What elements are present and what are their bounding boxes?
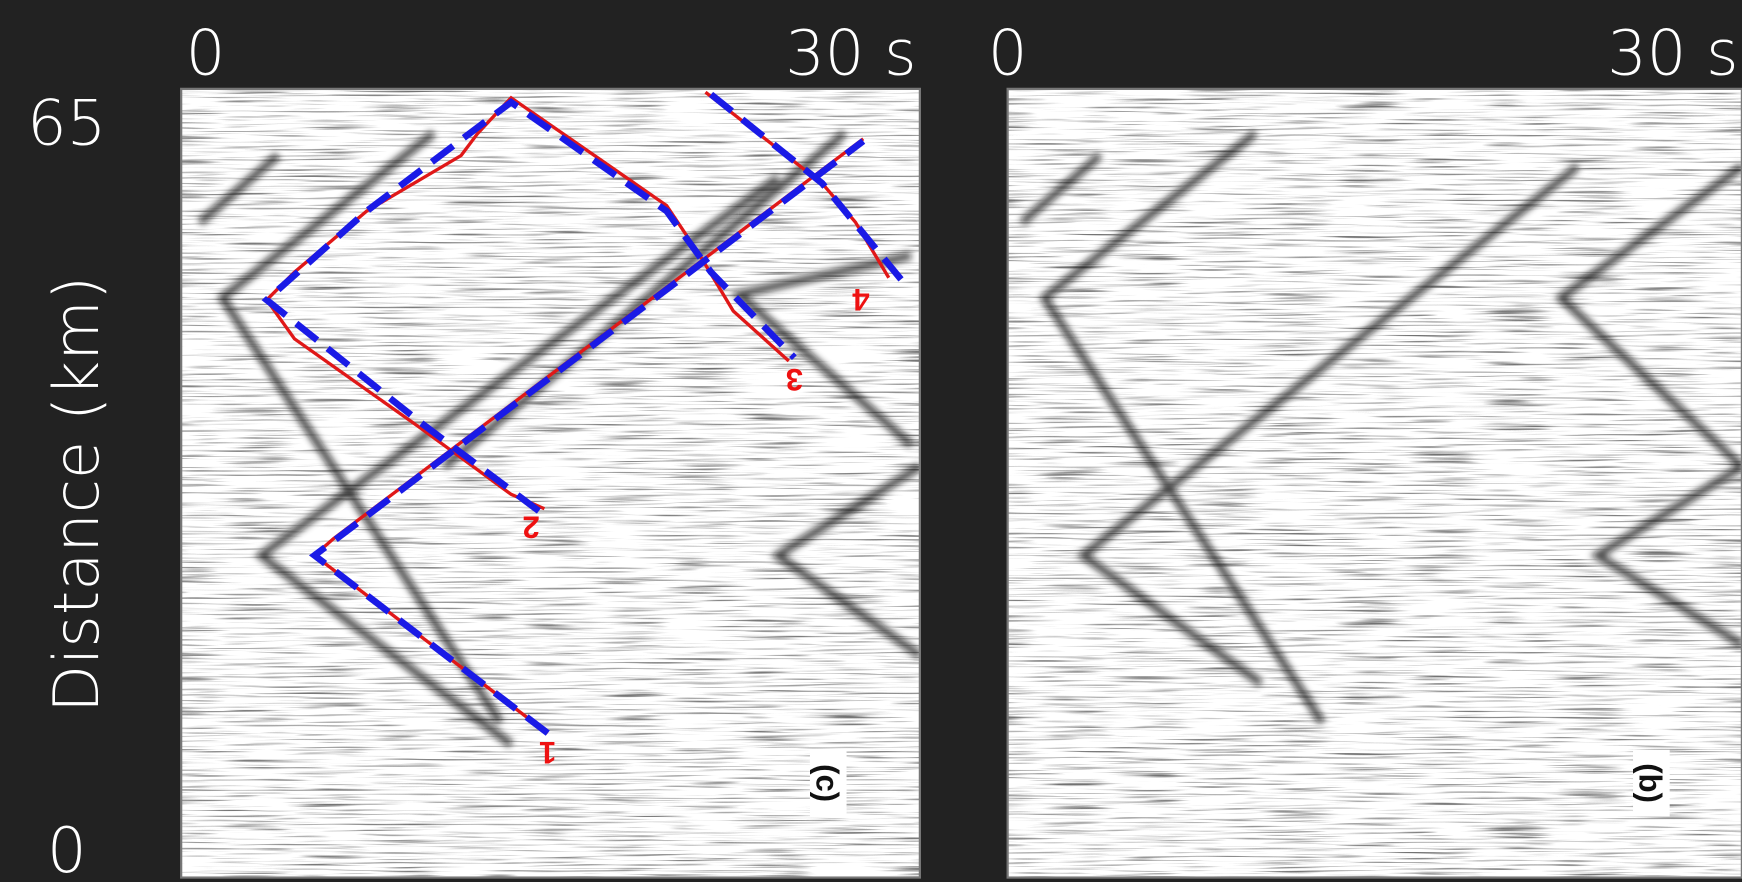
panel-label: (c) <box>810 764 845 802</box>
figure: 0 30 s 0 30 s 65 0 Distance (km) (c) (b)… <box>0 0 1742 882</box>
x-end: 30 s <box>1607 16 1738 89</box>
y-bottom: 0 <box>47 814 87 882</box>
y-top: 65 <box>27 86 106 159</box>
x-start: 0 <box>186 16 226 89</box>
x-end: 30 s <box>785 16 916 89</box>
curve-label: 1 <box>539 735 556 770</box>
panel-b <box>1008 89 1742 878</box>
y-title: Distance (km) <box>40 276 113 713</box>
curve-label: 2 <box>522 510 539 545</box>
x-start: 0 <box>988 16 1028 89</box>
panel-label: (b) <box>1633 763 1668 803</box>
curve-label: 3 <box>786 362 803 397</box>
curve-label: 4 <box>852 282 870 317</box>
